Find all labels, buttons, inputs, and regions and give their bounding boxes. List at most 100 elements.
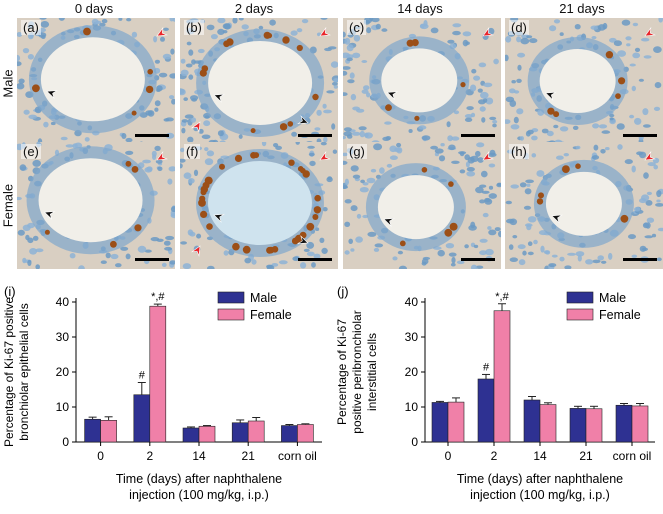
y-axis-label: interstitial cells xyxy=(365,333,379,411)
y-tick-label: 20 xyxy=(405,365,419,379)
bar-chart-bronchiolar-epithelial: (i) 0 10 20 30 40 0 # *,# 2 14 21 corn oil Time (days… xyxy=(2,284,322,502)
micrograph-image xyxy=(17,142,175,269)
y-axis-label: positive peribronchiolar xyxy=(350,310,364,433)
y-tick-label: 10 xyxy=(56,400,70,414)
y-tick-label: 0 xyxy=(411,435,418,449)
x-tick-label: 14 xyxy=(533,449,547,463)
panel-label: (f) xyxy=(184,144,201,159)
micrograph-image xyxy=(343,18,501,145)
bar-male xyxy=(431,402,449,443)
micrograph-panel: (h) xyxy=(505,142,663,269)
micrograph-panel: (g) xyxy=(343,142,501,269)
legend-label: Female xyxy=(599,308,641,322)
scale-bar xyxy=(623,258,657,261)
x-tick-label: 21 xyxy=(242,449,256,463)
micrograph-image xyxy=(505,18,663,145)
bar-female xyxy=(100,420,117,443)
black-arrowhead-icon xyxy=(383,218,395,227)
x-tick-label: 0 xyxy=(445,449,452,463)
y-tick-label: 30 xyxy=(405,330,419,344)
bar-female xyxy=(631,405,649,443)
bar-male xyxy=(569,408,587,443)
chart-panel-label: (i) xyxy=(4,284,16,299)
bar-female xyxy=(447,401,465,443)
micrograph-panel: (c) xyxy=(343,18,501,145)
panel-label: (a) xyxy=(21,20,41,35)
x-tick-label: corn oil xyxy=(613,449,652,463)
red-arrowhead-icon xyxy=(644,26,656,37)
x-tick-label: 21 xyxy=(579,449,593,463)
bar-female xyxy=(149,305,167,443)
legend-swatch xyxy=(566,291,594,304)
y-tick-label: 30 xyxy=(56,330,70,344)
significance-marker: # xyxy=(483,361,490,373)
black-arrowhead-icon xyxy=(551,214,563,224)
red-arrowhead-icon xyxy=(319,26,331,37)
column-header-0-days: 0 days xyxy=(74,1,114,16)
panel-label: (c) xyxy=(347,20,367,35)
y-tick-label: 40 xyxy=(56,295,70,309)
panel-label: (g) xyxy=(347,144,367,159)
legend-label: Male xyxy=(250,291,277,305)
legend-swatch xyxy=(217,308,245,321)
bar-female xyxy=(585,408,603,443)
black-arrowhead-icon xyxy=(297,115,309,125)
red-arrowhead-icon xyxy=(319,150,331,161)
row-header-female: Female xyxy=(0,183,16,228)
scale-bar xyxy=(135,134,169,137)
panel-label: (d) xyxy=(509,20,529,35)
black-arrowhead-icon xyxy=(46,90,58,100)
bar-male xyxy=(615,404,633,443)
panel-label: (e) xyxy=(21,144,41,159)
significance-marker: *,# xyxy=(495,291,509,303)
scale-bar xyxy=(298,258,332,261)
bar-female xyxy=(297,424,314,443)
red-arrowhead-icon xyxy=(482,26,494,37)
x-axis-label: injection (100 mg/kg, i.p.) xyxy=(129,488,269,502)
significance-marker: *,# xyxy=(151,291,165,303)
micrograph-image xyxy=(180,18,338,145)
x-tick-label: 14 xyxy=(192,449,206,463)
bar-male xyxy=(182,427,200,443)
y-axis-label: Percentage of Ki-67 xyxy=(335,319,349,425)
legend-swatch xyxy=(566,308,594,321)
bar-female xyxy=(493,310,511,443)
micrograph-image xyxy=(343,142,501,269)
column-header-21-days: 21 days xyxy=(559,1,605,16)
x-axis-label: Time (days) after naphthalene xyxy=(116,472,282,486)
panel-label: (h) xyxy=(509,144,529,159)
y-tick-label: 0 xyxy=(62,435,69,449)
black-arrowhead-icon xyxy=(544,91,557,101)
black-arrowhead-icon xyxy=(213,93,226,103)
scale-bar xyxy=(298,134,332,137)
red-arrowhead-icon xyxy=(190,121,201,133)
micrograph-panel: (b) xyxy=(180,18,338,145)
x-axis-label: Time (days) after naphthalene xyxy=(457,472,623,486)
y-tick-label: 10 xyxy=(405,400,419,414)
significance-marker: # xyxy=(139,370,146,382)
x-tick-label: corn oil xyxy=(278,449,317,463)
bar-male xyxy=(281,425,298,443)
micrograph-panel: (e) xyxy=(17,142,175,269)
micrograph-panel: (f) xyxy=(180,142,338,269)
black-arrowhead-icon xyxy=(43,211,56,221)
y-axis-label: Percentage of Ki-67 positive xyxy=(2,297,16,447)
legend-label: Male xyxy=(599,291,626,305)
column-header-2-days: 2 days xyxy=(234,1,274,16)
bar-female xyxy=(539,404,557,443)
bar-chart-peribronchiolar-interstitial: (j) 0 10 20 30 40 0 # *,# 2 14 21 corn oil Time (days… xyxy=(335,284,655,502)
black-arrowhead-icon xyxy=(297,235,309,245)
red-arrowhead-icon xyxy=(190,245,201,257)
bar-female xyxy=(198,425,216,443)
x-axis-label: injection (100 mg/kg, i.p.) xyxy=(470,488,610,502)
scale-bar xyxy=(135,258,169,261)
micrograph-image xyxy=(17,18,175,145)
y-tick-label: 20 xyxy=(56,365,70,379)
column-header-14-days: 14 days xyxy=(397,1,443,16)
bar-male xyxy=(133,394,151,443)
bar-female xyxy=(247,420,265,443)
micrograph-panel: (d) xyxy=(505,18,663,145)
row-header-male: Male xyxy=(0,69,16,98)
scale-bar xyxy=(461,134,495,137)
red-arrowhead-icon xyxy=(482,150,494,161)
